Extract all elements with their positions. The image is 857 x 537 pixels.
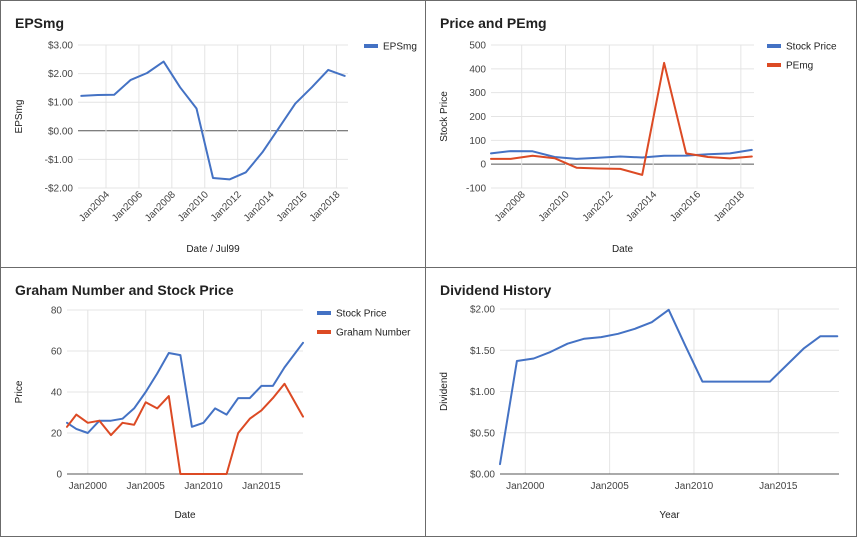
x-tick-label: Jan2005 bbox=[590, 481, 629, 492]
x-tick-label: Jan2010 bbox=[176, 189, 211, 224]
dividend-history-chart-panel: Dividend History $0.00 $0.50 $1.00 $1.50 $2.0… bbox=[425, 267, 857, 537]
legend-label: PEmg bbox=[786, 61, 813, 72]
chart-svg: Price and PEmg -100 0 100 200 300 400 500 Jan200… bbox=[439, 15, 837, 255]
y-axis-label: Price bbox=[14, 380, 25, 403]
y-axis-label: EPSmg bbox=[14, 100, 25, 134]
y-tick-label: 200 bbox=[469, 112, 486, 123]
series-line-0 bbox=[490, 148, 753, 160]
y-tick-label: -100 bbox=[466, 184, 486, 195]
x-tick-label: Jan2014 bbox=[624, 189, 659, 224]
legend-label: Stock Price bbox=[786, 42, 837, 53]
chart-svg: EPSmg -$2.00 -$1.00 $0.00 $1.00 $2.00 $3.00 Jan… bbox=[14, 15, 417, 255]
y-tick-label: $0.50 bbox=[470, 428, 495, 439]
legend-label: EPSmg bbox=[383, 42, 417, 53]
x-tick-label: Jan2016 bbox=[668, 189, 703, 224]
y-tick-label: $2.00 bbox=[48, 69, 73, 80]
legend-swatch bbox=[767, 44, 781, 48]
x-tick-label: Jan2018 bbox=[712, 189, 747, 224]
x-tick-label: Jan2000 bbox=[69, 481, 108, 492]
y-tick-label: 0 bbox=[480, 160, 486, 171]
x-tick-label: Jan2016 bbox=[275, 189, 310, 224]
x-tick-label: Jan2006 bbox=[110, 189, 145, 224]
y-tick-label: $1.50 bbox=[470, 346, 495, 357]
chart-title: Dividend History bbox=[440, 282, 551, 298]
chart-title: Graham Number and Stock Price bbox=[15, 282, 234, 298]
series-line-0 bbox=[499, 308, 839, 466]
x-tick-label: Jan2008 bbox=[493, 189, 528, 224]
graham-number-chart-panel: Graham Number and Stock Price 0 20 40 60 80 Ja… bbox=[0, 267, 426, 537]
price-pemg-chart-panel: Price and PEmg -100 0 100 200 300 400 500 Jan200… bbox=[425, 0, 857, 268]
y-tick-label: -$2.00 bbox=[45, 184, 74, 195]
y-axis-label: Stock Price bbox=[439, 91, 450, 142]
legend-label: Stock Price bbox=[336, 309, 387, 320]
epsmg-chart-panel: EPSmg -$2.00 -$1.00 $0.00 $1.00 $2.00 $3.00 Jan… bbox=[0, 0, 426, 268]
y-tick-label: $3.00 bbox=[48, 41, 73, 52]
y-tick-label: $0.00 bbox=[48, 126, 73, 137]
y-tick-label: $1.00 bbox=[470, 387, 495, 398]
x-tick-label: Jan2004 bbox=[77, 189, 112, 224]
x-tick-label: Jan2012 bbox=[209, 189, 244, 224]
y-tick-label: 40 bbox=[51, 388, 63, 399]
x-tick-label: Jan2012 bbox=[581, 189, 616, 224]
legend-swatch bbox=[767, 63, 781, 67]
x-tick-label: Jan2014 bbox=[242, 189, 277, 224]
y-tick-label: $0.00 bbox=[470, 470, 495, 481]
y-tick-label: 80 bbox=[51, 306, 63, 317]
x-tick-label: Jan2008 bbox=[143, 189, 178, 224]
chart-title: Price and PEmg bbox=[440, 15, 547, 31]
y-tick-label: 100 bbox=[469, 136, 486, 147]
series-line-0 bbox=[80, 60, 346, 181]
x-axis-label: Year bbox=[659, 510, 680, 521]
legend-label: Graham Number bbox=[336, 328, 411, 339]
y-tick-label: 400 bbox=[469, 64, 486, 75]
x-tick-label: Jan2010 bbox=[537, 189, 572, 224]
x-axis-label: Date bbox=[174, 510, 196, 521]
x-axis-label: Date / Jul99 bbox=[186, 244, 240, 255]
x-tick-label: Jan2018 bbox=[308, 189, 343, 224]
y-tick-label: 500 bbox=[469, 41, 486, 52]
x-tick-label: Jan2015 bbox=[759, 481, 798, 492]
chart-title: EPSmg bbox=[15, 15, 64, 31]
y-tick-label: 300 bbox=[469, 88, 486, 99]
series-line-0 bbox=[66, 341, 304, 434]
y-tick-label: $2.00 bbox=[470, 305, 495, 316]
x-tick-label: Jan2010 bbox=[675, 481, 714, 492]
y-tick-label: 0 bbox=[56, 470, 62, 481]
series-line-1 bbox=[66, 382, 304, 475]
series-line-1 bbox=[490, 61, 753, 176]
x-tick-label: Jan2005 bbox=[126, 481, 165, 492]
legend-swatch bbox=[317, 330, 331, 334]
y-tick-label: 60 bbox=[51, 347, 63, 358]
chart-svg: Graham Number and Stock Price 0 20 40 60 80 Ja… bbox=[14, 282, 411, 521]
chart-svg: Dividend History $0.00 $0.50 $1.00 $1.50 $2.0… bbox=[439, 282, 839, 521]
x-tick-label: Jan2010 bbox=[184, 481, 223, 492]
legend-swatch bbox=[364, 44, 378, 48]
legend-swatch bbox=[317, 311, 331, 315]
x-axis-label: Date bbox=[612, 244, 634, 255]
y-tick-label: 20 bbox=[51, 429, 63, 440]
x-tick-label: Jan2000 bbox=[506, 481, 545, 492]
x-tick-label: Jan2015 bbox=[242, 481, 281, 492]
y-tick-label: $1.00 bbox=[48, 98, 73, 109]
y-axis-label: Dividend bbox=[439, 372, 450, 411]
y-tick-label: -$1.00 bbox=[45, 155, 74, 166]
